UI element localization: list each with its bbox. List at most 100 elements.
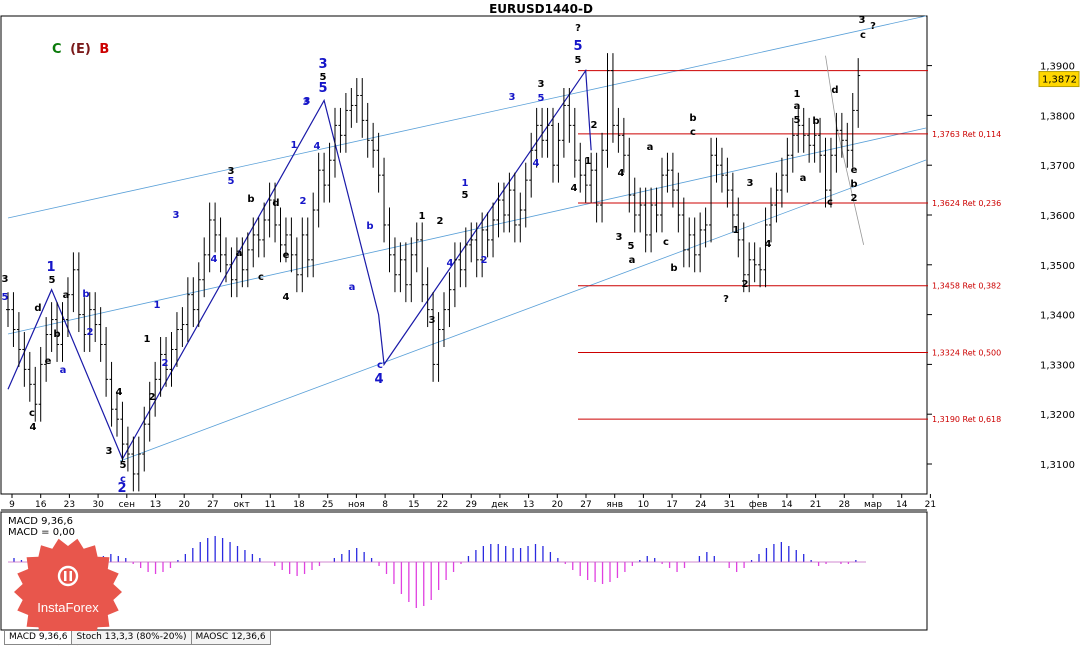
price-tick-label: 1,3400 (1040, 311, 1075, 322)
price-bar (403, 242, 408, 303)
wave-labels: 35dbc415aeba2435c212123435bacde412335534… (2, 15, 877, 496)
price-bar (425, 267, 430, 328)
price-bar (572, 107, 577, 178)
price-bar (44, 317, 49, 382)
wave-label: a (236, 248, 243, 259)
price-bar (207, 202, 212, 273)
price-bar (27, 351, 32, 402)
price-bar (169, 332, 174, 387)
wave-label: b (689, 113, 696, 124)
time-tick-label: 18 (293, 500, 305, 510)
price-bar (774, 172, 779, 223)
time-tick-label: 17 (666, 500, 677, 510)
time-tick-label: 10 (638, 500, 650, 510)
wave-label: 1 (154, 300, 161, 311)
macd-label-line2: MACD = 0,00 (8, 527, 75, 538)
wave-label: 2 (300, 196, 307, 207)
time-tick-label: 21 (810, 500, 821, 510)
channel-upper (7, 15, 927, 219)
wave-label: c (29, 408, 35, 419)
price-bar (556, 122, 561, 183)
price-bar (741, 222, 746, 293)
wave-label: a (60, 365, 67, 376)
price-bar (409, 237, 414, 303)
indicator-tabs: MACD 9,36,6 Stoch 13,3,3 (80%-20%) MAOSC… (4, 631, 271, 645)
price-bar (16, 312, 21, 367)
fibonacci-levels: 1,3763 Ret 0,114 1,3624 Ret 0,236 1,3458 R… (578, 70, 1001, 424)
price-bar (561, 88, 566, 158)
price-bar (649, 187, 654, 253)
macd-histogram (8, 536, 866, 608)
price-bar (496, 182, 501, 238)
tab-stoch[interactable]: Stoch 13,3,3 (80%-20%) (71, 631, 192, 645)
price-bar (769, 187, 773, 243)
price-bar (158, 337, 163, 397)
wave-legend: C (E) B (52, 42, 113, 57)
time-tick-label: 13 (523, 500, 534, 510)
tab-macd[interactable]: MACD 9,36,6 (4, 631, 73, 645)
price-bar (676, 172, 681, 233)
price-bar (763, 207, 768, 288)
price-bar (202, 237, 207, 298)
price-bar (240, 237, 245, 288)
macd-panel-frame (0, 511, 928, 631)
price-bar (33, 366, 38, 422)
price-bar (55, 302, 60, 362)
price-bar (687, 217, 692, 268)
price-bar (365, 102, 370, 158)
price-bar (71, 252, 76, 313)
price-bar (583, 157, 588, 203)
price-bar (354, 78, 359, 123)
channel-middle (7, 127, 927, 335)
price-bar (338, 107, 343, 153)
macd-label: MACD 9,36,6 MACD = 0,00 (8, 516, 75, 538)
price-bar (142, 406, 147, 472)
wave-label: 3 (616, 232, 623, 243)
price-bar (196, 262, 201, 328)
price-bar (610, 53, 615, 143)
price-bar (785, 137, 790, 193)
price-bar (98, 307, 103, 362)
wave-label: a (349, 282, 356, 293)
channel-lower (119, 159, 927, 462)
price-bar (589, 152, 594, 203)
time-tick-label: 27 (580, 500, 591, 510)
price-bar (93, 292, 98, 342)
tab-maosc[interactable]: MAOSC 12,36,6 (190, 631, 271, 645)
price-bar (174, 312, 179, 367)
wave-label: 5 (2, 292, 9, 303)
price-bar (256, 217, 261, 258)
price-bar (730, 172, 735, 233)
price-bar (185, 277, 190, 342)
wave-label: 5 (575, 55, 582, 66)
price-bar (436, 312, 441, 382)
price-bar (49, 302, 54, 352)
price-bar (463, 227, 468, 288)
price-bar (736, 197, 741, 258)
price-bar (491, 202, 496, 258)
price-bar (153, 361, 158, 417)
fib-label: 1,3458 Ret 0,382 (932, 282, 1001, 291)
time-axis-ticks: 9 16 23 30 сен 13 20 27 окт 11 18 25 ноя 8 15 22 29 дек 13… (9, 494, 936, 510)
wave-label: 4 (618, 168, 625, 179)
price-bar (632, 177, 637, 233)
price-axis-ticks: 1,3900 1,3800 1,3700 1,3600 1,3500 1,3400 1,33… (927, 62, 1075, 471)
chart-title: EURUSD1440-D (489, 2, 593, 16)
wave-label: c (120, 474, 126, 485)
time-tick-label: окт (234, 500, 250, 510)
time-tick-label: янв (606, 500, 623, 510)
price-bar (534, 107, 539, 168)
wave-label: 2 (851, 193, 858, 204)
price-bar (828, 137, 833, 208)
wave-label: e (283, 250, 290, 261)
wave-label: 5 (320, 72, 327, 83)
wave-label: c (827, 197, 833, 208)
wave-label: b (247, 194, 254, 205)
price-bar (654, 187, 659, 233)
price-bar (442, 292, 446, 347)
current-price-badge: 1,3872 (1038, 71, 1080, 88)
wave-label: c (663, 237, 669, 248)
price-bar (22, 332, 27, 387)
wave-label: 5 (318, 81, 327, 96)
wave-label: 3 (303, 97, 310, 108)
